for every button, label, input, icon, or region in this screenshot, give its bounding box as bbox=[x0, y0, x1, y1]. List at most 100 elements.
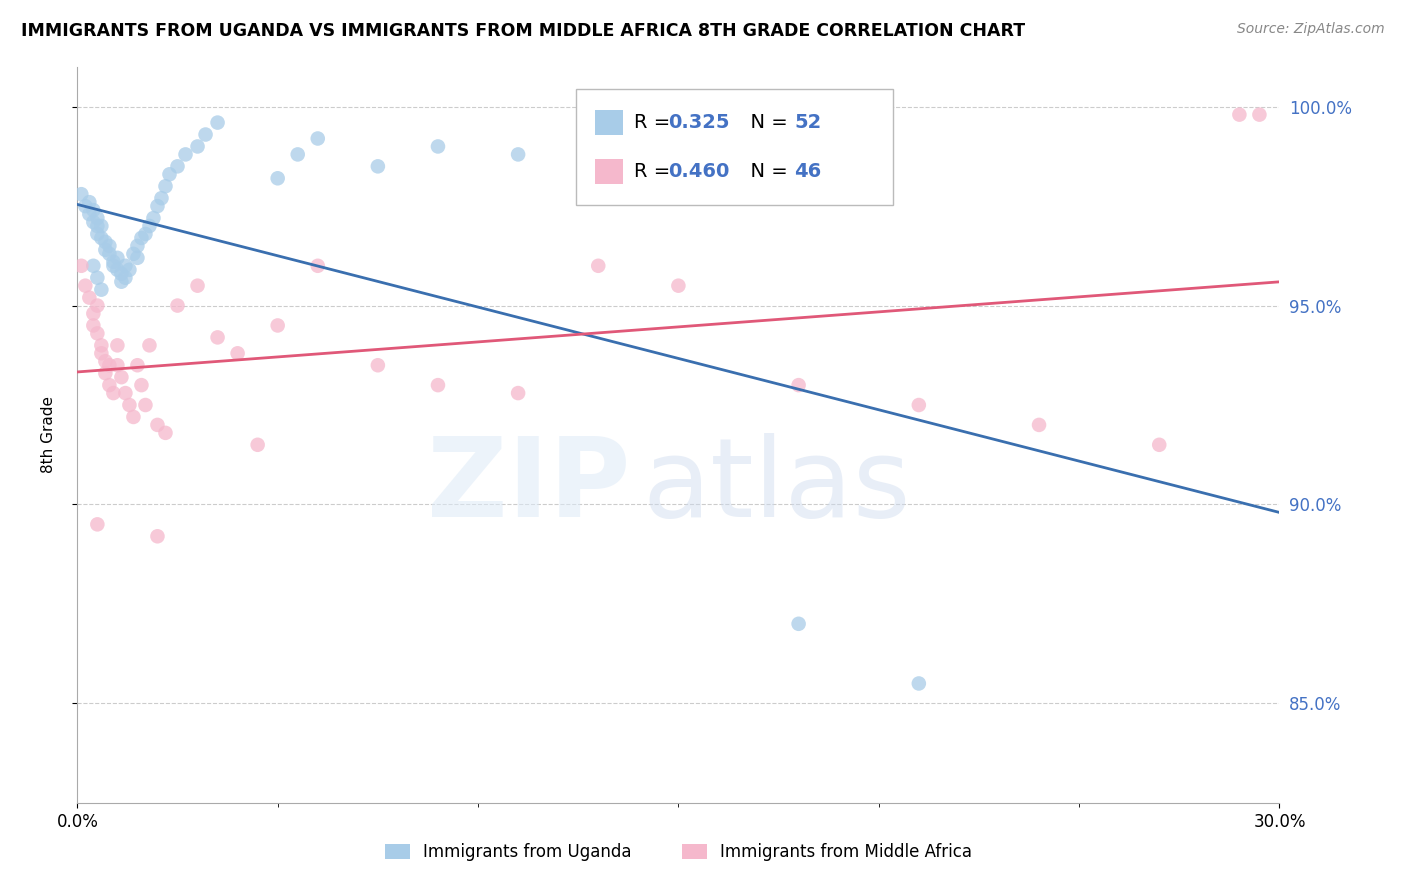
Point bbox=[90, 346, 112, 360]
Point bbox=[908, 676, 931, 690]
Text: 52: 52 bbox=[794, 113, 821, 132]
Point bbox=[86, 326, 108, 341]
Point bbox=[86, 227, 108, 241]
Text: N =: N = bbox=[738, 113, 794, 132]
Point bbox=[114, 270, 136, 285]
Point bbox=[94, 243, 117, 257]
Point bbox=[287, 147, 309, 161]
Point bbox=[114, 259, 136, 273]
Point bbox=[166, 159, 188, 173]
Point bbox=[146, 199, 169, 213]
Point bbox=[98, 247, 121, 261]
Point bbox=[427, 378, 450, 392]
Point bbox=[367, 159, 389, 173]
Text: atlas: atlas bbox=[643, 433, 911, 540]
Point bbox=[787, 378, 810, 392]
Point bbox=[908, 398, 931, 412]
Point bbox=[1149, 438, 1171, 452]
Point bbox=[79, 291, 101, 305]
Point bbox=[146, 417, 169, 432]
Point bbox=[588, 259, 610, 273]
Point bbox=[79, 207, 101, 221]
Point bbox=[127, 251, 149, 265]
Point bbox=[98, 378, 121, 392]
Text: R =: R = bbox=[634, 162, 676, 181]
Point bbox=[668, 131, 690, 145]
Text: 0.460: 0.460 bbox=[668, 162, 730, 181]
Point bbox=[75, 278, 97, 293]
Point bbox=[131, 231, 153, 245]
Point bbox=[174, 147, 197, 161]
Point bbox=[103, 386, 125, 401]
Point bbox=[131, 378, 153, 392]
Y-axis label: 8th Grade: 8th Grade bbox=[42, 396, 56, 474]
Point bbox=[134, 227, 156, 241]
Point bbox=[70, 187, 93, 202]
Point bbox=[1028, 417, 1050, 432]
Point bbox=[98, 358, 121, 372]
Point bbox=[307, 131, 329, 145]
Point bbox=[226, 346, 249, 360]
Text: ZIP: ZIP bbox=[427, 433, 630, 540]
Point bbox=[508, 386, 530, 401]
Point bbox=[98, 239, 121, 253]
Point bbox=[155, 179, 177, 194]
Point bbox=[75, 199, 97, 213]
Point bbox=[79, 195, 101, 210]
Point bbox=[94, 235, 117, 249]
Point bbox=[82, 318, 104, 333]
Point bbox=[82, 203, 104, 218]
Point bbox=[207, 115, 229, 129]
Point bbox=[90, 338, 112, 352]
Text: 46: 46 bbox=[794, 162, 821, 181]
Point bbox=[1249, 108, 1271, 122]
Legend: Immigrants from Uganda, Immigrants from Middle Africa: Immigrants from Uganda, Immigrants from … bbox=[378, 837, 979, 868]
Point bbox=[110, 275, 132, 289]
Text: N =: N = bbox=[738, 162, 794, 181]
Point bbox=[90, 283, 112, 297]
Point bbox=[90, 231, 112, 245]
Text: 0.325: 0.325 bbox=[668, 113, 730, 132]
Point bbox=[103, 259, 125, 273]
Text: R =: R = bbox=[634, 113, 676, 132]
Point bbox=[307, 259, 329, 273]
Point bbox=[427, 139, 450, 153]
Point bbox=[207, 330, 229, 344]
Point bbox=[110, 267, 132, 281]
Point bbox=[82, 306, 104, 320]
Point bbox=[508, 147, 530, 161]
Point bbox=[70, 259, 93, 273]
Point bbox=[94, 366, 117, 380]
Point bbox=[107, 338, 129, 352]
Point bbox=[186, 139, 209, 153]
Point bbox=[1229, 108, 1251, 122]
Point bbox=[787, 616, 810, 631]
Point bbox=[134, 398, 156, 412]
Text: IMMIGRANTS FROM UGANDA VS IMMIGRANTS FROM MIDDLE AFRICA 8TH GRADE CORRELATION CH: IMMIGRANTS FROM UGANDA VS IMMIGRANTS FRO… bbox=[21, 22, 1025, 40]
Point bbox=[110, 370, 132, 384]
Point bbox=[146, 529, 169, 543]
Point bbox=[150, 191, 173, 205]
Point bbox=[122, 409, 145, 424]
Point bbox=[186, 278, 209, 293]
Point bbox=[114, 386, 136, 401]
Point bbox=[267, 318, 290, 333]
Point bbox=[107, 358, 129, 372]
Point bbox=[155, 425, 177, 440]
Point bbox=[159, 167, 181, 181]
Point bbox=[118, 262, 141, 277]
Point bbox=[107, 251, 129, 265]
Point bbox=[668, 278, 690, 293]
Point bbox=[166, 299, 188, 313]
Point bbox=[118, 398, 141, 412]
Point bbox=[86, 299, 108, 313]
Point bbox=[82, 215, 104, 229]
Point bbox=[122, 247, 145, 261]
Point bbox=[194, 128, 217, 142]
Point bbox=[107, 262, 129, 277]
Text: Source: ZipAtlas.com: Source: ZipAtlas.com bbox=[1237, 22, 1385, 37]
Point bbox=[142, 211, 165, 225]
Point bbox=[90, 219, 112, 233]
Point bbox=[86, 219, 108, 233]
Point bbox=[86, 211, 108, 225]
